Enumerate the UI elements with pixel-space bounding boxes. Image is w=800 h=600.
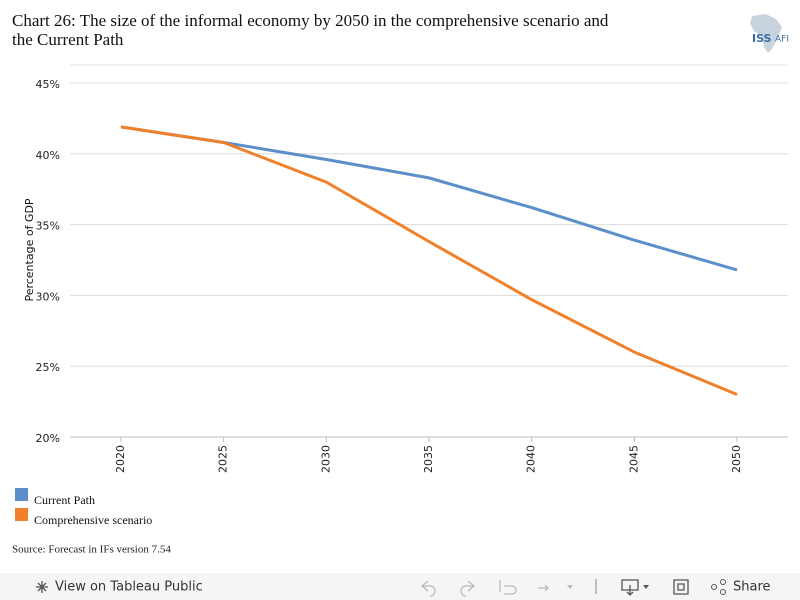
x-tick-label: 2050 [730,445,743,473]
share-icon [711,584,717,590]
y-tick-label: 30% [36,290,60,303]
y-tick-label: 35% [36,220,60,233]
refresh-icon[interactable] [538,584,550,592]
legend-swatch [15,508,28,521]
line [120,125,738,272]
y-axis-label: Percentage of GDP [23,198,36,301]
logo-text: ISS [752,32,772,45]
revert-icon[interactable] [499,580,517,595]
download-menu[interactable] [643,585,649,589]
share-link[interactable]: Share [733,580,771,595]
x-tick-label: 2020 [114,445,127,473]
x-tick-label: 2025 [217,445,230,473]
y-tick-label: 45% [36,78,60,91]
view-link[interactable]: View on Tableau Public [55,580,203,595]
logo: ISS AFI [750,14,789,53]
chart-title: Chart 26: The size of the informal econo… [12,11,609,49]
x-tick-label: 2035 [422,445,435,473]
source: Source: Forecast in IFs version 7.54 [12,544,171,556]
x-tick-label: 2030 [319,445,332,473]
legend-label: Comprehensive scenario [34,513,152,527]
share-button[interactable]: Share [711,579,771,595]
refresh-menu[interactable] [567,585,573,589]
legend-swatch [15,488,28,501]
tableau-icon [36,581,48,593]
plot: 20% 25% 30% 35% 40% 45% 2020 2025 2030 2035 2040 20… [36,78,788,473]
x-tick-label: 2040 [525,445,538,473]
x-tick-label: 2045 [627,445,640,473]
legend-label: Current Path [34,493,95,507]
line [120,125,738,396]
y-tick-label: 40% [36,149,60,162]
toolbar-bg [0,573,800,600]
undo-icon[interactable] [420,580,436,597]
view-button[interactable]: View on Tableau Public [36,580,203,595]
logo-map [750,14,782,53]
y-tick-label: 25% [36,361,60,374]
share-icon [720,589,726,595]
logo-suffix: AFI [775,35,789,45]
toolbar: View on Tableau Public Share [0,573,800,600]
share-icon [720,579,726,585]
redo-icon[interactable] [460,580,476,597]
fullscreen-icon[interactable] [673,579,689,595]
y-tick-label: 20% [36,432,60,445]
download-icon[interactable] [621,579,639,596]
